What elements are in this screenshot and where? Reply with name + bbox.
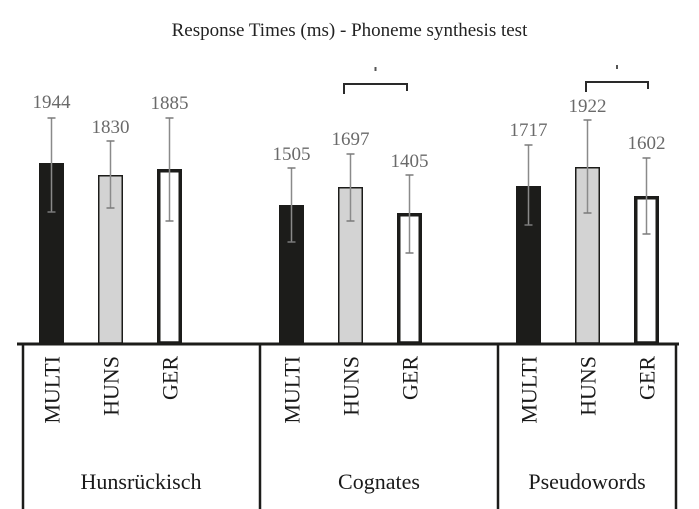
category-label-huns: HUNS <box>576 356 601 416</box>
value-label: 1602 <box>628 133 666 154</box>
category-label-multi: MULTI <box>280 356 305 424</box>
category-label-ger: GER <box>398 356 423 400</box>
category-label-ger: GER <box>635 356 660 400</box>
category-label-huns: HUNS <box>339 356 364 416</box>
value-label: 1944 <box>33 92 72 113</box>
value-label: 1405 <box>391 151 429 172</box>
significance-bracket <box>343 83 408 94</box>
significance-marker <box>616 65 618 69</box>
value-label: 1717 <box>510 120 548 141</box>
group-label: Hunsrückisch <box>81 469 202 494</box>
significance-marker <box>374 67 377 71</box>
category-label-ger: GER <box>158 356 183 400</box>
value-label: 1922 <box>569 96 607 117</box>
group-label: Cognates <box>338 469 420 494</box>
category-label-huns: HUNS <box>99 356 124 416</box>
value-label: 1885 <box>151 93 189 114</box>
category-label-multi: MULTI <box>40 356 65 424</box>
chart-title: Response Times (ms) - Phoneme synthesis … <box>171 20 528 41</box>
value-label: 1505 <box>273 144 311 165</box>
group-label: Pseudowords <box>528 469 645 494</box>
category-label-multi: MULTI <box>517 356 542 424</box>
value-label: 1830 <box>92 117 130 138</box>
value-label: 1697 <box>332 129 370 150</box>
significance-bracket <box>585 81 649 92</box>
